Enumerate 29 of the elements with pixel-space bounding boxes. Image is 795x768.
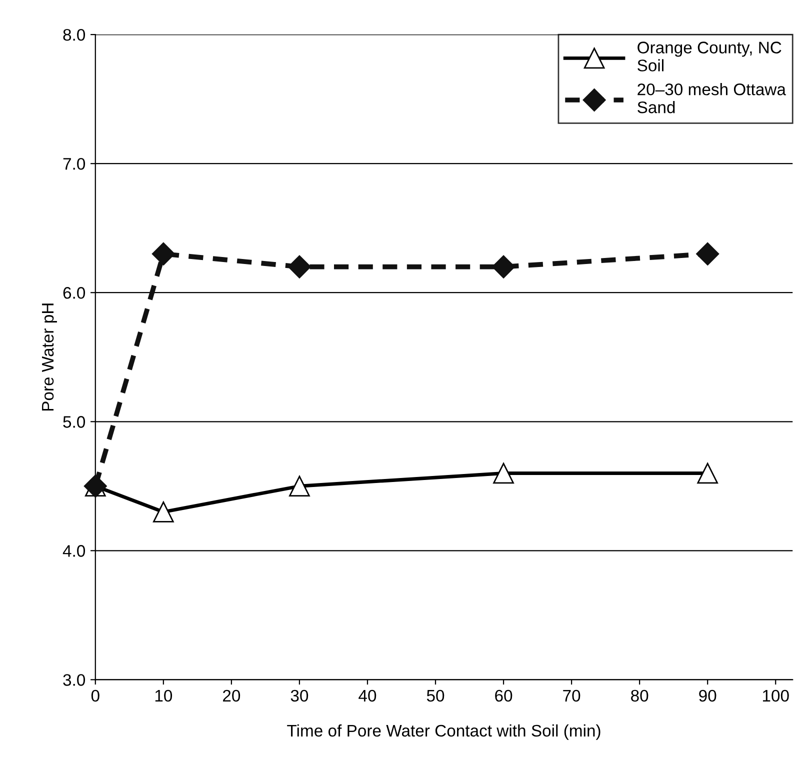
point: [697, 462, 718, 484]
x-tick-label: 80: [631, 690, 648, 702]
legend-label: 20–30 mesh Ottawa Sand: [638, 83, 786, 114]
point: [152, 242, 175, 266]
x-tick-label: 20: [223, 690, 240, 702]
x-tick-label: 90: [699, 690, 716, 702]
x-tick-label: 10: [155, 690, 172, 702]
legend-label: Orange County, NC Soil: [638, 42, 782, 72]
point: [696, 242, 720, 266]
point: [289, 476, 310, 497]
point: [288, 255, 311, 278]
y-tick-label: 6.0: [63, 287, 86, 299]
y-tick-label: 5.0: [63, 416, 86, 428]
x-tick-label: 0: [91, 690, 100, 702]
x-tick-label: 70: [563, 690, 580, 702]
x-tick-label: 60: [495, 690, 512, 702]
y-tick-label: 3.0: [63, 674, 86, 686]
x-axis-title: Time of Pore Water Contact with Soil (min): [287, 724, 600, 740]
x-tick-label: 30: [290, 690, 308, 702]
x-tick-label: 100: [762, 690, 789, 702]
y-tick-label: 7.0: [63, 158, 86, 170]
y-axis-title: Pore Water pH: [42, 304, 57, 411]
y-tick-label: 8.0: [63, 28, 86, 41]
point: [493, 462, 514, 484]
point: [492, 255, 516, 278]
y-tick-label: 4.0: [62, 545, 86, 557]
point: [153, 502, 174, 522]
x-tick-label: 50: [426, 690, 444, 702]
x-tick-label: 40: [358, 690, 376, 702]
